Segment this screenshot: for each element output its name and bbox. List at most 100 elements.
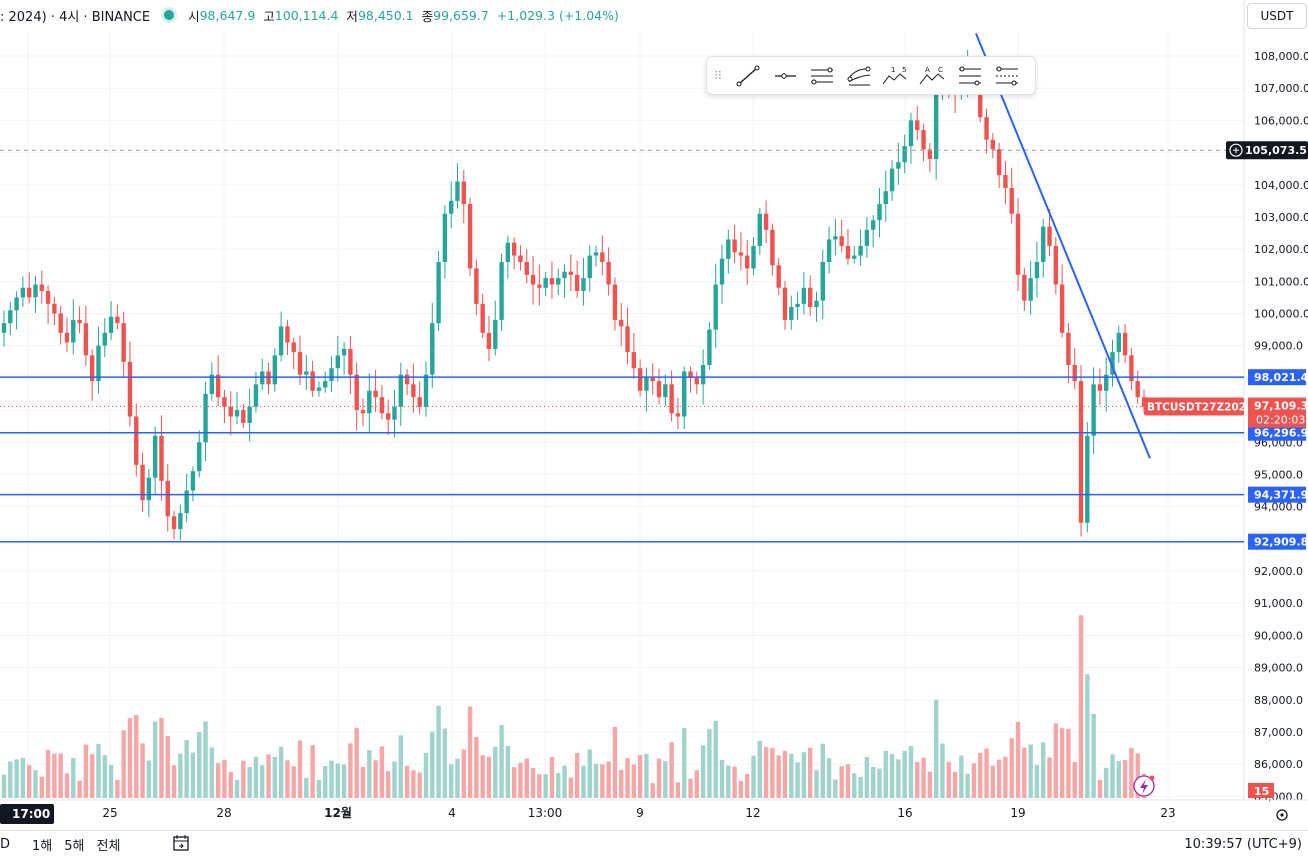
range-button-all[interactable]: 전체 <box>96 839 121 854</box>
drag-handle-icon[interactable]: ⠿ <box>713 68 723 83</box>
currency-selector[interactable]: USDT <box>1247 3 1307 29</box>
volume-bar <box>562 765 567 798</box>
candle-body <box>493 319 498 349</box>
volume-bar <box>763 747 769 798</box>
candle-body <box>637 368 643 391</box>
candle-body <box>782 287 788 320</box>
volume-bar <box>663 761 668 798</box>
volume-bar <box>127 718 133 798</box>
candle-body <box>102 332 107 346</box>
candle-body <box>511 242 517 256</box>
volume-bar <box>8 761 13 798</box>
candle-body <box>826 239 832 262</box>
volume-bar <box>1078 615 1084 798</box>
candle-body <box>505 242 511 262</box>
volume-bar <box>990 765 996 798</box>
volume-bar <box>316 779 322 798</box>
candle-body <box>1078 381 1084 523</box>
range-button-1d[interactable]: D <box>0 837 11 852</box>
volume-bar <box>820 743 825 798</box>
volume-bar <box>965 773 970 798</box>
volume-badge <box>1248 783 1274 798</box>
volume-bar <box>486 756 492 798</box>
candle-body <box>625 326 630 353</box>
candle-body <box>486 332 492 349</box>
volume-bar <box>1047 757 1052 798</box>
candle-body <box>631 352 637 369</box>
current-price-label: 97,109.3 <box>1254 400 1308 413</box>
fib-retracement-tool-icon[interactable] <box>951 61 988 91</box>
volume-bar <box>33 770 38 798</box>
volume-bar <box>776 755 781 798</box>
candle-body <box>26 287 32 298</box>
candle-body <box>354 374 359 411</box>
close-label: 종 <box>421 8 434 24</box>
volume-bar <box>1034 764 1040 798</box>
volume-bar <box>1085 674 1090 798</box>
volume-bar <box>1091 713 1096 798</box>
countdown-label: 02:20:03 <box>1256 414 1305 427</box>
volume-bar <box>600 764 605 798</box>
volume-bar <box>556 773 561 798</box>
volume-bar <box>190 752 196 798</box>
trend-line-tool-icon[interactable] <box>729 61 766 91</box>
volume-bar <box>971 763 977 798</box>
volume-bar <box>549 756 555 798</box>
price-tick-label: 87,000.0 <box>1254 726 1303 739</box>
fib-extension-tool-icon[interactable] <box>988 61 1025 91</box>
volume-bar <box>682 728 687 798</box>
volume-bar <box>669 742 674 798</box>
price-tick-label: 107,000.0 <box>1254 82 1308 95</box>
volume-bar <box>14 759 19 798</box>
volume-bar <box>115 779 120 798</box>
symbol-title[interactable]: : 2024) · 4시 · BINANCE <box>0 9 151 25</box>
time-tick-label: 16 <box>897 806 912 820</box>
candle-body <box>581 278 586 291</box>
volume-bar <box>587 749 592 798</box>
volume-bar <box>1110 754 1115 798</box>
candle-body <box>140 464 145 501</box>
price-tick-label: 91,000.0 <box>1254 597 1303 610</box>
candle-body <box>921 130 926 150</box>
parallel-channel-tool-icon[interactable] <box>803 61 840 91</box>
candle-body <box>335 355 341 369</box>
candle-body <box>763 213 769 230</box>
candle-body <box>990 139 996 150</box>
volume-bar <box>606 761 611 798</box>
volume-bar <box>984 748 989 798</box>
price-tick-label: 103,000.0 <box>1254 211 1308 224</box>
candle-body <box>411 384 416 398</box>
candle-body <box>278 326 284 356</box>
time-tick-label: 13:00 <box>528 806 563 820</box>
volume-bar <box>272 756 278 798</box>
volume-bar <box>234 780 240 798</box>
range-button-5y[interactable]: 5해 <box>64 839 85 854</box>
volume-bar <box>354 727 359 798</box>
horizontal-ray-tool-icon[interactable] <box>766 61 803 91</box>
symbol-badge <box>1144 397 1244 416</box>
time-tick-label: 17:00 <box>12 807 50 821</box>
change-value: +1,029.3 (+1.04%) <box>496 7 619 23</box>
volume-bar <box>436 705 441 798</box>
range-button-1y[interactable]: 1해 <box>32 839 53 854</box>
candle-body <box>1129 355 1134 382</box>
regression-trend-tool-icon[interactable] <box>840 61 877 91</box>
volume-bar <box>537 774 542 798</box>
candle-body <box>889 168 895 192</box>
candle-body <box>814 300 819 308</box>
volume-bar <box>631 764 637 798</box>
candle-body <box>184 490 189 514</box>
clock-timezone[interactable]: 10:39:57 (UTC+9) <box>1184 837 1302 852</box>
price-tick-label: 106,000.0 <box>1254 114 1308 127</box>
volume-bar <box>625 758 630 798</box>
candle-body <box>663 384 668 398</box>
volume-bar <box>543 774 548 798</box>
volume-bar <box>789 753 794 798</box>
time-tick-label: 9 <box>636 806 644 820</box>
candle-body <box>316 387 322 391</box>
goto-date-icon[interactable] <box>172 834 190 856</box>
